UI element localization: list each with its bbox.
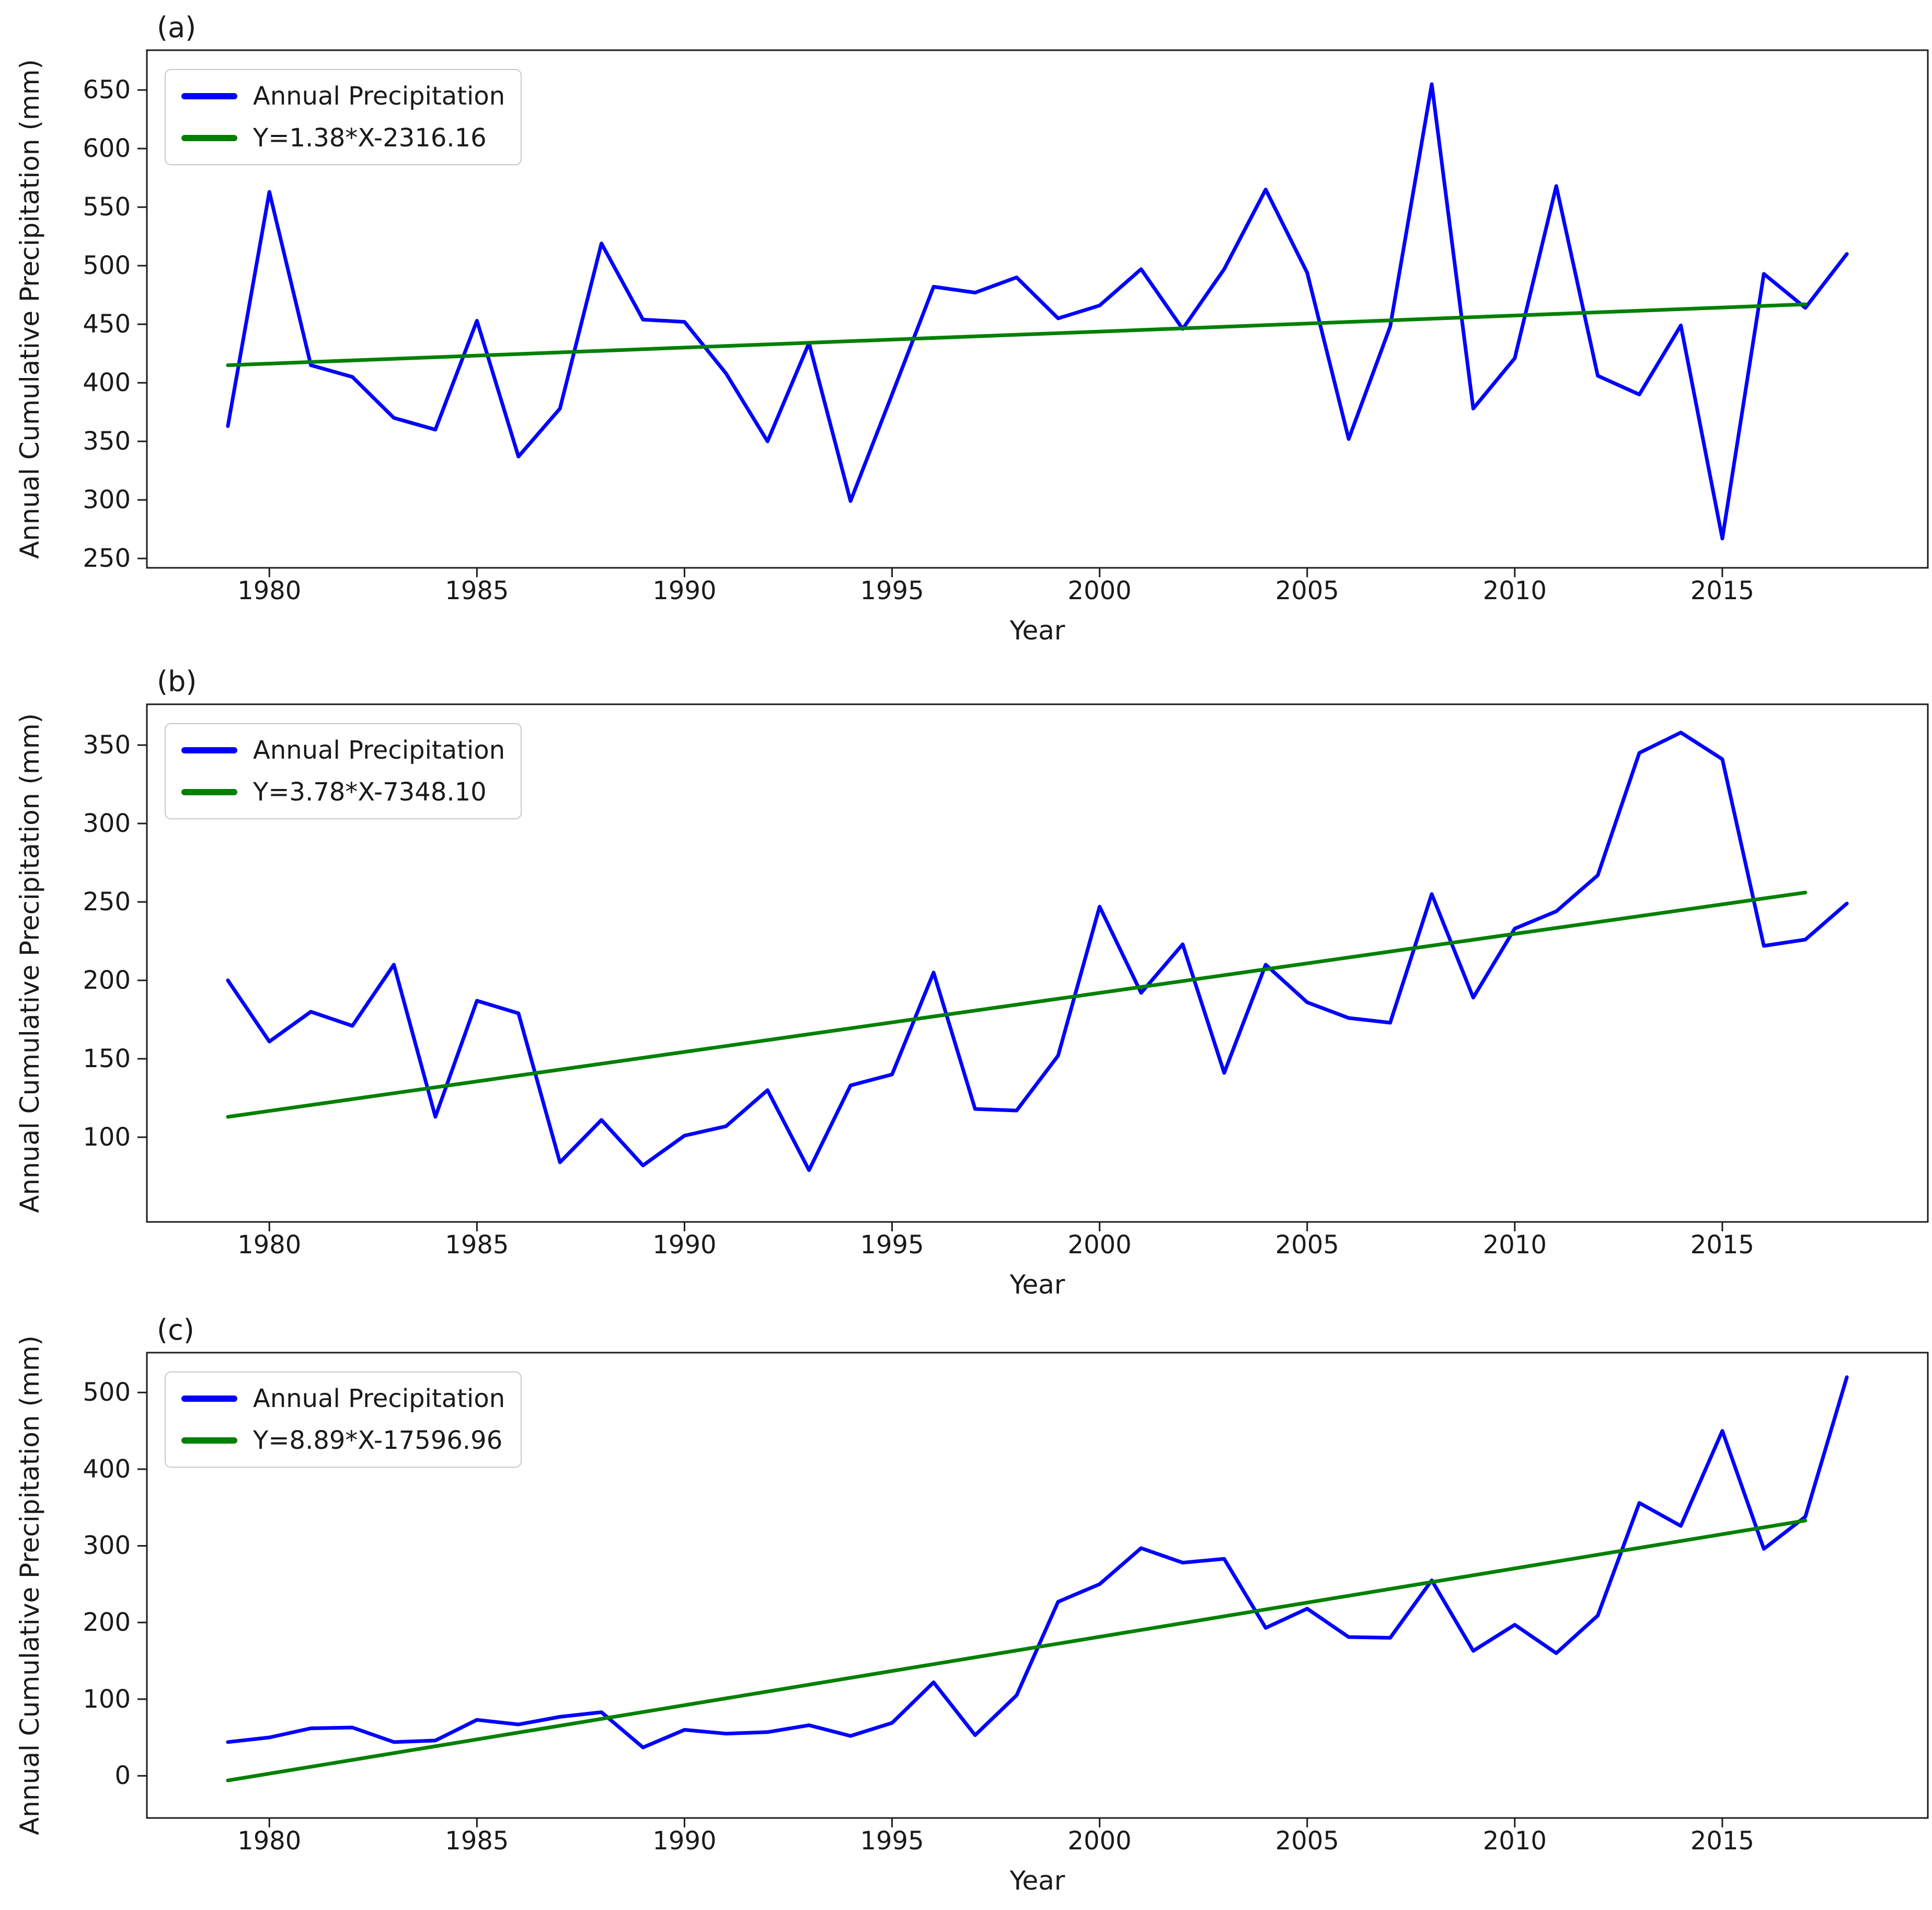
- x-tick-label-c: 1995: [860, 1826, 924, 1856]
- y-tick-label-b: 150: [83, 1044, 131, 1073]
- y-axis-label-b: Annual Cumulative Precipitation (mm): [15, 713, 45, 1213]
- legend-line-swatch-green: [181, 135, 237, 141]
- y-tick-label-c: 200: [83, 1608, 131, 1638]
- x-tick-label-c: 2015: [1690, 1826, 1754, 1856]
- x-tick-label-a: 2015: [1690, 576, 1754, 605]
- x-tick-label-a: 2005: [1275, 576, 1339, 605]
- plot-border-a: [146, 49, 1929, 569]
- panel-title-b: (b): [157, 665, 197, 698]
- panel-title-a: (a): [157, 11, 197, 44]
- y-tick-label-c: 100: [83, 1684, 131, 1714]
- legend-entry-label: Annual Precipitation: [253, 82, 505, 111]
- legend-row-a: Annual Precipitation: [181, 82, 505, 111]
- x-tick-label-b: 2015: [1690, 1230, 1754, 1260]
- x-tick-label-a: 1995: [860, 576, 924, 605]
- legend-entry-label: Y=1.38*X-2316.16: [253, 123, 487, 153]
- y-tick-label-b: 300: [83, 809, 131, 838]
- legend-entry-label: Annual Precipitation: [253, 736, 505, 765]
- x-tick-label-b: 2010: [1482, 1230, 1547, 1260]
- x-axis-label-c: Year: [1009, 1866, 1065, 1896]
- y-tick-label-b: 200: [83, 966, 131, 995]
- y-tick-label-c: 300: [83, 1531, 131, 1561]
- y-tick-label-b: 350: [83, 730, 131, 760]
- legend-entry-label: Y=3.78*X-7348.10: [253, 777, 487, 807]
- y-tick-label-c: 400: [83, 1454, 131, 1484]
- x-tick-label-c: 2005: [1275, 1826, 1339, 1856]
- legend-row-a: Y=1.38*X-2316.16: [181, 123, 505, 153]
- y-axis-label-a: Annual Cumulative Precipitation (mm): [15, 59, 45, 559]
- y-tick-label-a: 650: [83, 75, 131, 105]
- trend-line-c: [226, 1518, 1808, 1782]
- x-tick-label-c: 1985: [445, 1826, 509, 1856]
- x-tick-label-a: 1990: [652, 576, 717, 605]
- legend-entry-label: Y=8.89*X-17596.96: [253, 1426, 503, 1455]
- precipitation-line-a: [226, 82, 1849, 541]
- x-tick-label-c: 2010: [1482, 1826, 1547, 1856]
- y-tick-label-a: 500: [83, 251, 131, 281]
- legend-line-swatch-blue: [181, 1396, 237, 1402]
- legend-line-swatch-green: [181, 789, 237, 795]
- x-tick-label-b: 1995: [860, 1230, 924, 1260]
- x-axis-label-b: Year: [1009, 1269, 1065, 1300]
- y-tick-label-a: 300: [83, 485, 131, 515]
- x-tick-label-b: 1980: [237, 1230, 302, 1260]
- y-tick-label-b: 250: [83, 887, 131, 917]
- y-tick-label-c: 0: [114, 1761, 131, 1791]
- legend-a: Annual Precipitation Y=1.38*X-2316.16: [165, 69, 522, 165]
- y-tick-label-a: 550: [83, 192, 131, 222]
- legend-line-swatch-blue: [181, 747, 237, 753]
- x-tick-label-c: 1990: [652, 1826, 717, 1856]
- x-tick-label-b: 1985: [445, 1230, 509, 1260]
- x-tick-label-a: 1985: [445, 576, 509, 605]
- x-tick-label-c: 1980: [237, 1826, 302, 1856]
- legend-line-swatch-green: [181, 1437, 237, 1444]
- legend-row-b: Y=3.78*X-7348.10: [181, 777, 505, 807]
- x-tick-label-a: 2000: [1067, 576, 1132, 605]
- legend-c: Annual Precipitation Y=8.89*X-17596.96: [165, 1371, 522, 1468]
- panel-title-c: (c): [157, 1313, 194, 1346]
- x-axis-label-a: Year: [1009, 615, 1065, 646]
- y-tick-label-a: 350: [83, 427, 131, 456]
- y-tick-label-c: 500: [83, 1378, 131, 1408]
- trend-line-a: [226, 302, 1808, 367]
- precipitation-line-b: [226, 730, 1849, 1172]
- y-tick-label-a: 400: [83, 368, 131, 398]
- x-tick-label-a: 2010: [1482, 576, 1547, 605]
- x-tick-label-c: 2000: [1067, 1826, 1132, 1856]
- y-tick-label-b: 100: [83, 1123, 131, 1152]
- x-tick-label-b: 2000: [1067, 1230, 1132, 1260]
- y-tick-label-a: 250: [83, 544, 131, 574]
- legend-row-c: Annual Precipitation: [181, 1384, 505, 1413]
- y-tick-label-a: 450: [83, 310, 131, 339]
- y-tick-label-a: 600: [83, 134, 131, 164]
- plot-border-b: [146, 703, 1929, 1223]
- legend-row-b: Annual Precipitation: [181, 736, 505, 765]
- x-tick-label-b: 1990: [652, 1230, 717, 1260]
- trend-line-b: [226, 890, 1808, 1119]
- y-axis-label-c: Annual Cumulative Precipitation (mm): [15, 1335, 45, 1835]
- x-tick-label-a: 1980: [237, 576, 302, 605]
- legend-line-swatch-blue: [181, 93, 237, 99]
- x-tick-label-b: 2005: [1275, 1230, 1339, 1260]
- legend-entry-label: Annual Precipitation: [253, 1384, 505, 1413]
- legend-b: Annual Precipitation Y=3.78*X-7348.10: [165, 723, 522, 819]
- plot-border-c: [146, 1352, 1929, 1819]
- legend-row-c: Y=8.89*X-17596.96: [181, 1426, 505, 1455]
